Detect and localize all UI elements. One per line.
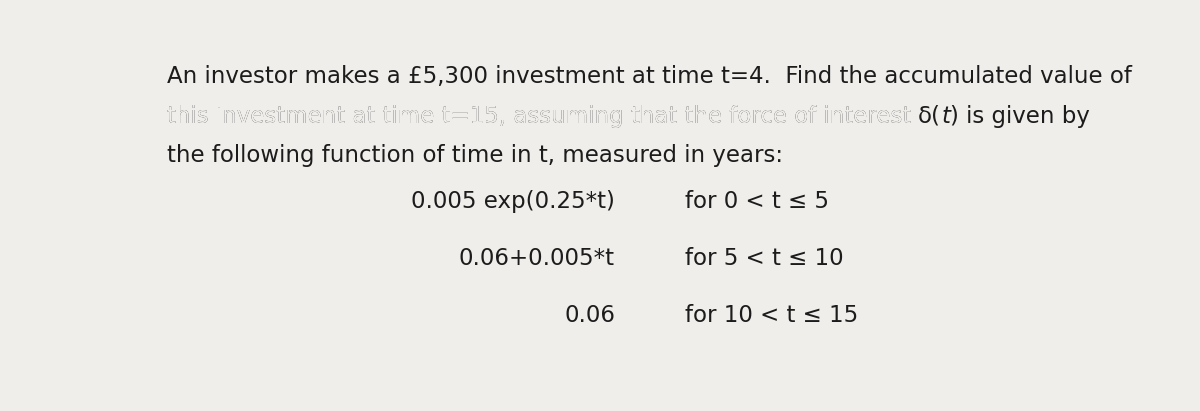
Text: for 5 < t ≤ 10: for 5 < t ≤ 10: [685, 247, 844, 270]
Text: this investment at time t=15, assuming that the force of interest: this investment at time t=15, assuming t…: [167, 105, 918, 128]
Text: An investor makes a £5,300 investment at time t=4.  Find the accumulated value o: An investor makes a £5,300 investment at…: [167, 65, 1132, 88]
Text: for 10 < t ≤ 15: for 10 < t ≤ 15: [685, 304, 858, 327]
Text: for 0 < t ≤ 5: for 0 < t ≤ 5: [685, 190, 829, 213]
Text: this investment at time t=15, assuming that the force of interest: this investment at time t=15, assuming t…: [167, 105, 918, 128]
Text: the following function of time in t, measured in years:: the following function of time in t, mea…: [167, 144, 782, 167]
Text: 0.06+0.005*t: 0.06+0.005*t: [458, 247, 616, 270]
Text: δ(: δ(: [918, 105, 941, 128]
Text: ) is given by: ) is given by: [950, 105, 1090, 128]
Text: 0.06: 0.06: [564, 304, 616, 327]
Text: 0.005 exp(0.25*t): 0.005 exp(0.25*t): [412, 190, 616, 213]
Text: t: t: [941, 105, 950, 128]
